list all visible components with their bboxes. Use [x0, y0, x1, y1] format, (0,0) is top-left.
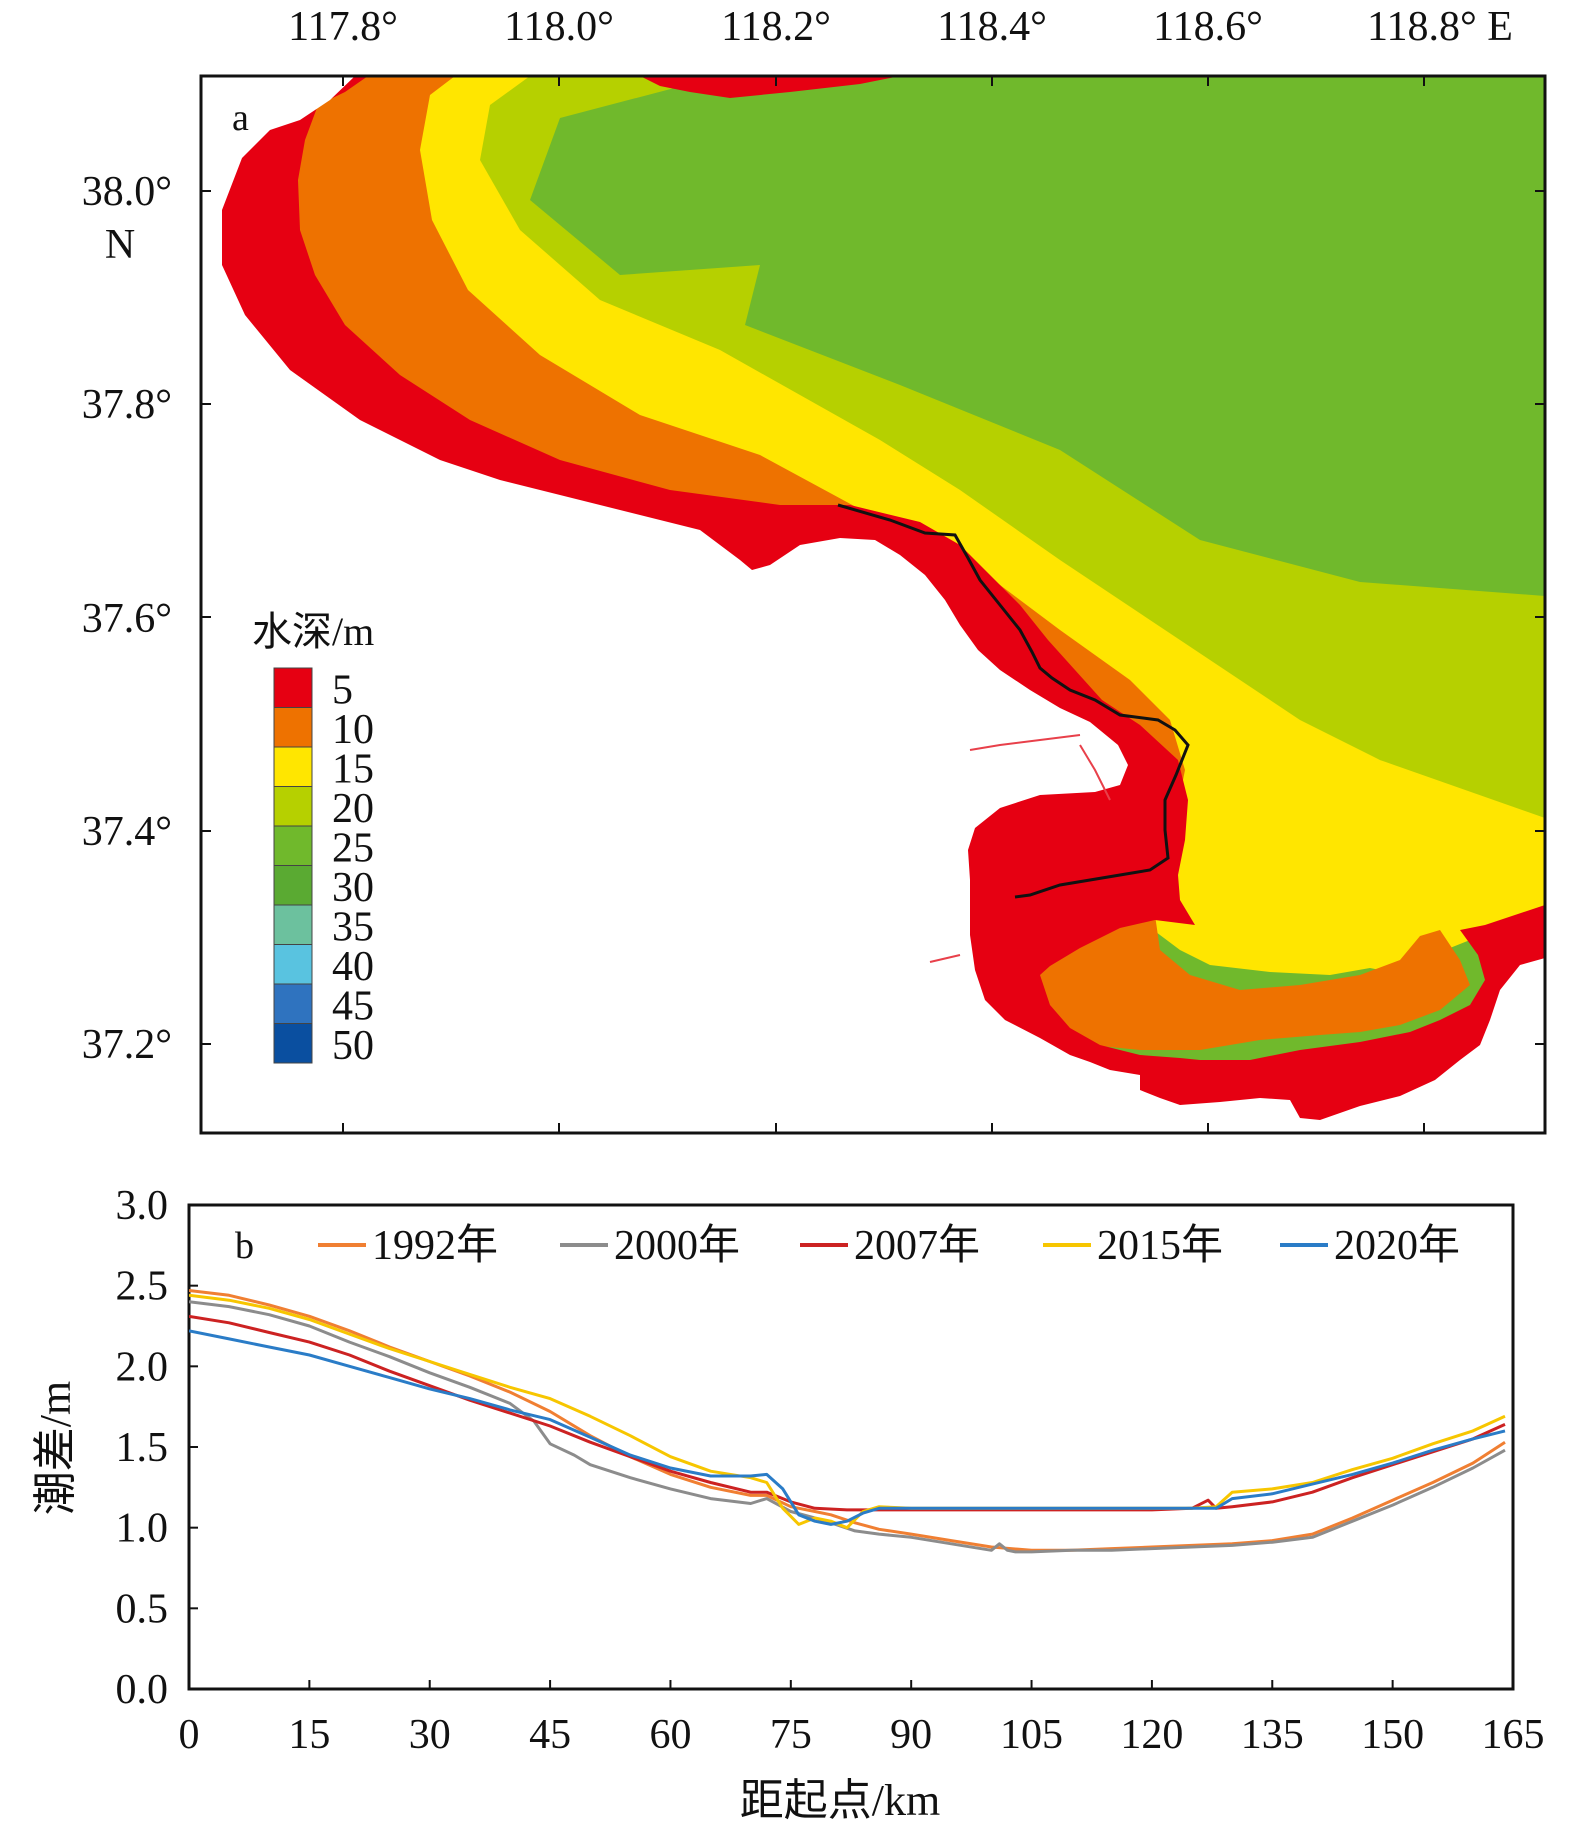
lat-label-37-8: 37.8°	[82, 382, 172, 428]
depth-legend-swatch-40	[273, 944, 313, 985]
depth-legend-swatch-45	[273, 983, 313, 1024]
legend-label-1992年: 1992年	[372, 1222, 498, 1269]
y-tick-label-2.5: 2.5	[116, 1264, 169, 1310]
transect-line	[837, 503, 1190, 899]
tidal-range-chart-panel: 0 15 30 45 60 75 90 105 120 135 150 165 0.0 0.5 1.0 1.…	[31, 1183, 1545, 1825]
x-tick-label-45: 45	[529, 1712, 571, 1758]
lat-label-37-2: 37.2°	[82, 1022, 172, 1068]
y-tick-label-2.0: 2.0	[116, 1344, 169, 1390]
x-tick-label-105: 105	[1000, 1712, 1063, 1758]
panel-a-label: a	[232, 97, 249, 139]
x-tick-label-120: 120	[1120, 1712, 1183, 1758]
plot-frame	[187, 1203, 1515, 1691]
bathymetry-map-area	[201, 76, 1545, 1133]
land-area	[201, 76, 1545, 1133]
y-tick-label-1.0: 1.0	[116, 1506, 169, 1552]
depth-legend-label-10: 10	[332, 707, 374, 753]
lat-label-37-6: 37.6°	[82, 596, 172, 642]
x-tick-label-60: 60	[649, 1712, 691, 1758]
x-tick-label-75: 75	[770, 1712, 812, 1758]
top-longitude-labels: 117.8° 118.0° 118.2° 118.4° 118.6° 118.8…	[288, 4, 1513, 50]
depth-legend-label-5: 5	[332, 668, 353, 714]
lon-label-117-8: 117.8°	[288, 4, 398, 50]
legend-label-2015年: 2015年	[1097, 1222, 1223, 1269]
chart-legend: 1992年 2000年 2007年 2015年 2020年	[318, 1222, 1460, 1269]
depth-legend-swatch-5	[273, 667, 313, 708]
axis-ticks	[188, 1204, 1514, 1690]
depth-legend-label-20: 20	[332, 786, 374, 832]
depth-legend-label-45: 45	[332, 984, 374, 1030]
depth-legend-swatch-15	[273, 746, 313, 787]
series-lines	[189, 1289, 1506, 1554]
bathymetry-map-panel: a 117.8° 118.0° 118.2° 118.4° 118.6° 118…	[82, 4, 1547, 1135]
x-tick-label-0: 0	[179, 1712, 200, 1758]
y-tick-label-0.5: 0.5	[116, 1586, 169, 1632]
depth-legend-swatch-35	[273, 904, 313, 945]
series-line-2015年	[189, 1293, 1506, 1530]
x-tick-label-150: 150	[1361, 1712, 1424, 1758]
depth-legend-swatch-25	[273, 825, 313, 866]
y-axis-title: 潮差/m	[31, 1381, 80, 1515]
depth-legend-label-40: 40	[332, 944, 374, 990]
legend-label-2000年: 2000年	[614, 1222, 740, 1269]
lon-label-118-0: 118.0°	[504, 4, 614, 50]
panel-b-label: b	[235, 1225, 254, 1267]
legend-label-2020年: 2020年	[1334, 1222, 1460, 1269]
left-latitude-labels: 38.0° N 37.8° 37.6° 37.4° 37.2°	[82, 169, 172, 1068]
depth-legend-swatch-10	[273, 707, 313, 748]
x-tick-label-15: 15	[288, 1712, 330, 1758]
depth-legend-swatch-20	[273, 786, 313, 827]
series-line-2020年	[189, 1329, 1506, 1526]
lon-label-118-6: 118.6°	[1153, 4, 1263, 50]
depth-legend-swatch-30	[273, 865, 313, 906]
x-axis-title: 距起点/km	[740, 1776, 940, 1825]
x-tick-label-165: 165	[1482, 1712, 1545, 1758]
map-ticks	[201, 76, 1545, 1133]
lon-label-118-4: 118.4°	[937, 4, 1047, 50]
depth-legend-label-25: 25	[332, 826, 374, 872]
depth-legend-label-35: 35	[332, 905, 374, 951]
depth-legend-label-50: 50	[332, 1023, 374, 1069]
map-frame	[199, 74, 1547, 1135]
lat-unit-label: N	[105, 222, 135, 268]
depth-legend-swatch-50	[273, 1023, 313, 1064]
x-tick-label-90: 90	[890, 1712, 932, 1758]
x-tick-label-135: 135	[1241, 1712, 1304, 1758]
y-tick-label-0.0: 0.0	[116, 1667, 169, 1713]
lat-label-38-0: 38.0°	[82, 169, 172, 215]
lon-label-118-8: 118.8° E	[1367, 4, 1513, 50]
y-tick-label-1.5: 1.5	[116, 1425, 169, 1471]
lat-label-37-4: 37.4°	[82, 809, 172, 855]
series-line-2007年	[189, 1314, 1506, 1512]
red-shoal-top	[640, 76, 900, 98]
y-tick-label-3.0: 3.0	[116, 1183, 169, 1229]
x-tick-labels: 0 15 30 45 60 75 90 105 120 135 150 165	[179, 1712, 1545, 1758]
depth-legend-label-15: 15	[332, 747, 374, 793]
x-tick-label-30: 30	[409, 1712, 451, 1758]
depth-legend-label-30: 30	[332, 865, 374, 911]
depth-legend-title: 水深/m	[252, 609, 374, 654]
legend-label-2007年: 2007年	[854, 1222, 980, 1269]
y-tick-labels: 0.0 0.5 1.0 1.5 2.0 2.5 3.0	[116, 1183, 169, 1713]
lon-label-118-2: 118.2°	[721, 4, 831, 50]
river-channel	[929, 734, 1111, 963]
